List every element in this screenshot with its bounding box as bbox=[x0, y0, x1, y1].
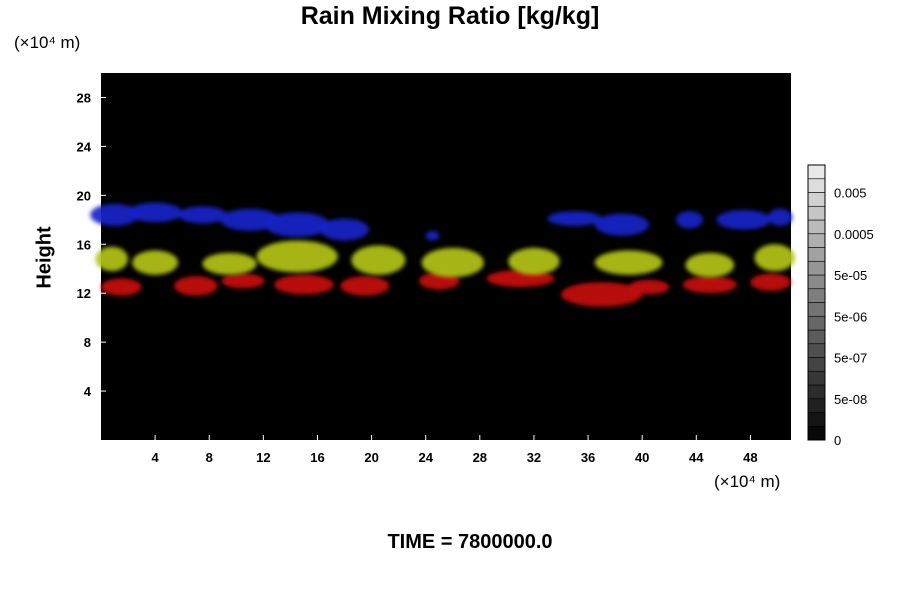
x-tick-label: 24 bbox=[418, 450, 433, 465]
band-2-blob-9 bbox=[754, 244, 796, 272]
x-tick-label: 12 bbox=[256, 450, 270, 465]
band-2-blob-6 bbox=[508, 247, 560, 275]
band-1-blob-1 bbox=[174, 276, 218, 296]
colorbar-level bbox=[807, 370, 826, 386]
x-tick-label: 32 bbox=[527, 450, 541, 465]
y-tick-label: 8 bbox=[84, 335, 91, 350]
x-tick-label: 4 bbox=[152, 450, 160, 465]
band-2-blob-2 bbox=[202, 252, 257, 275]
x-axis-unit: (×10⁴ m) bbox=[714, 472, 781, 491]
band-1-blob-7 bbox=[561, 282, 643, 307]
time-label: TIME = 7800000.0 bbox=[387, 531, 553, 553]
colorbar-level bbox=[807, 343, 826, 358]
colorbar-label: 5e-06 bbox=[834, 309, 867, 324]
band-1-blob-9 bbox=[682, 276, 737, 294]
colorbar-level bbox=[807, 164, 826, 180]
colorbar-level bbox=[807, 192, 826, 207]
band-0-blob-8 bbox=[594, 213, 649, 236]
y-tick-label: 16 bbox=[77, 237, 91, 252]
colorbar-label: 0.0005 bbox=[834, 227, 874, 242]
colorbar-level bbox=[807, 219, 826, 235]
colorbar-level bbox=[807, 233, 826, 248]
colorbar-level bbox=[807, 384, 826, 400]
band-2-blob-1 bbox=[132, 250, 179, 275]
band-0-blob-3 bbox=[220, 208, 280, 231]
colorbar-level bbox=[807, 425, 826, 441]
band-1-blob-10 bbox=[750, 273, 791, 291]
y-tick-label: 20 bbox=[77, 188, 91, 203]
band-0-blob-5 bbox=[320, 218, 369, 241]
band-2-blob-8 bbox=[685, 252, 735, 278]
band-0-blob-10 bbox=[716, 210, 771, 230]
y-tick-label: 12 bbox=[77, 286, 91, 301]
chart-title: Rain Mixing Ratio [kg/kg] bbox=[300, 2, 600, 30]
band-2-blob-3 bbox=[256, 240, 338, 273]
colorbar-level bbox=[807, 398, 826, 413]
band-2-blob-7 bbox=[594, 250, 663, 275]
x-tick-label: 20 bbox=[364, 450, 378, 465]
x-tick-label: 44 bbox=[689, 450, 704, 465]
colorbar-label: 5e-07 bbox=[834, 351, 867, 366]
band-0-blob-9 bbox=[676, 211, 704, 229]
colorbar-level bbox=[807, 357, 826, 372]
colorbar-label: 5e-05 bbox=[834, 268, 867, 283]
colorbar-level bbox=[807, 247, 826, 262]
colorbar-level bbox=[807, 274, 826, 290]
colorbar-level bbox=[807, 315, 826, 331]
colorbar-label: 0.005 bbox=[834, 186, 867, 201]
band-0-blob-2 bbox=[178, 206, 227, 224]
band-1-blob-0 bbox=[101, 278, 142, 296]
band-1-blob-2 bbox=[221, 273, 265, 289]
x-tick-label: 48 bbox=[743, 450, 757, 465]
colorbar-label: 0 bbox=[834, 433, 841, 448]
x-tick-label: 36 bbox=[581, 450, 595, 465]
y-tick-label: 4 bbox=[84, 384, 92, 399]
x-tick-label: 28 bbox=[473, 450, 487, 465]
band-0-blob-0 bbox=[90, 203, 139, 226]
colorbar-label: 5e-08 bbox=[834, 392, 867, 407]
band-1-blob-8 bbox=[628, 279, 670, 295]
colorbar-level bbox=[807, 302, 826, 317]
band-0-blob-4 bbox=[264, 212, 330, 237]
x-tick-label: 8 bbox=[206, 450, 213, 465]
colorbar-level bbox=[807, 205, 826, 221]
colorbar-level bbox=[807, 178, 826, 193]
band-0-blob-7 bbox=[547, 211, 602, 226]
colorbar-level bbox=[807, 260, 826, 276]
colorbar-frame bbox=[807, 164, 826, 441]
colorbar-level bbox=[807, 329, 826, 345]
y-tick-label: 28 bbox=[77, 90, 91, 105]
x-tick-label: 16 bbox=[310, 450, 324, 465]
band-2 bbox=[95, 240, 796, 278]
band-0 bbox=[90, 202, 793, 241]
band-2-blob-4 bbox=[351, 245, 406, 275]
colorbar-level bbox=[807, 412, 826, 427]
band-2-blob-0 bbox=[95, 246, 129, 272]
band-1-blob-3 bbox=[274, 274, 334, 295]
band-2-blob-5 bbox=[421, 247, 484, 278]
band-0-blob-11 bbox=[768, 208, 793, 226]
band-1-blob-4 bbox=[340, 276, 390, 296]
band-0-blob-1 bbox=[128, 202, 183, 223]
colorbar-level bbox=[807, 288, 826, 303]
band-0-blob-6 bbox=[425, 230, 440, 241]
y-axis-unit: (×10⁴ m) bbox=[14, 33, 81, 52]
x-tick-label: 40 bbox=[635, 450, 649, 465]
band-1 bbox=[101, 269, 791, 307]
y-tick-label: 24 bbox=[77, 139, 92, 154]
